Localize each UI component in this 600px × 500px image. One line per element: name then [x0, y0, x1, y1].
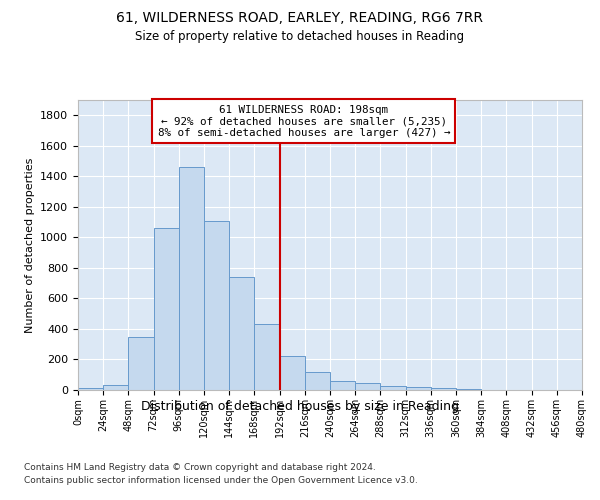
Text: 61, WILDERNESS ROAD, EARLEY, READING, RG6 7RR: 61, WILDERNESS ROAD, EARLEY, READING, RG…: [116, 11, 484, 25]
Bar: [380, 386, 406, 390]
Text: Distribution of detached houses by size in Reading: Distribution of detached houses by size …: [141, 400, 459, 413]
Text: 61 WILDERNESS ROAD: 198sqm
← 92% of detached houses are smaller (5,235)
8% of se: 61 WILDERNESS ROAD: 198sqm ← 92% of deta…: [157, 104, 450, 138]
Bar: [103, 384, 128, 390]
Bar: [128, 336, 154, 390]
Text: Size of property relative to detached houses in Reading: Size of property relative to detached ho…: [136, 30, 464, 43]
Bar: [431, 388, 456, 390]
Text: Contains HM Land Registry data © Crown copyright and database right 2024.: Contains HM Land Registry data © Crown c…: [24, 462, 376, 471]
Bar: [305, 372, 330, 390]
Bar: [406, 388, 431, 390]
Y-axis label: Number of detached properties: Number of detached properties: [25, 158, 35, 332]
Bar: [456, 389, 481, 390]
Bar: [204, 220, 229, 390]
Bar: [280, 356, 305, 390]
Bar: [229, 277, 254, 390]
Bar: [254, 324, 280, 390]
Bar: [78, 388, 103, 390]
Bar: [330, 381, 355, 390]
Bar: [179, 167, 204, 390]
Bar: [355, 383, 380, 390]
Bar: [154, 228, 179, 390]
Text: Contains public sector information licensed under the Open Government Licence v3: Contains public sector information licen…: [24, 476, 418, 485]
